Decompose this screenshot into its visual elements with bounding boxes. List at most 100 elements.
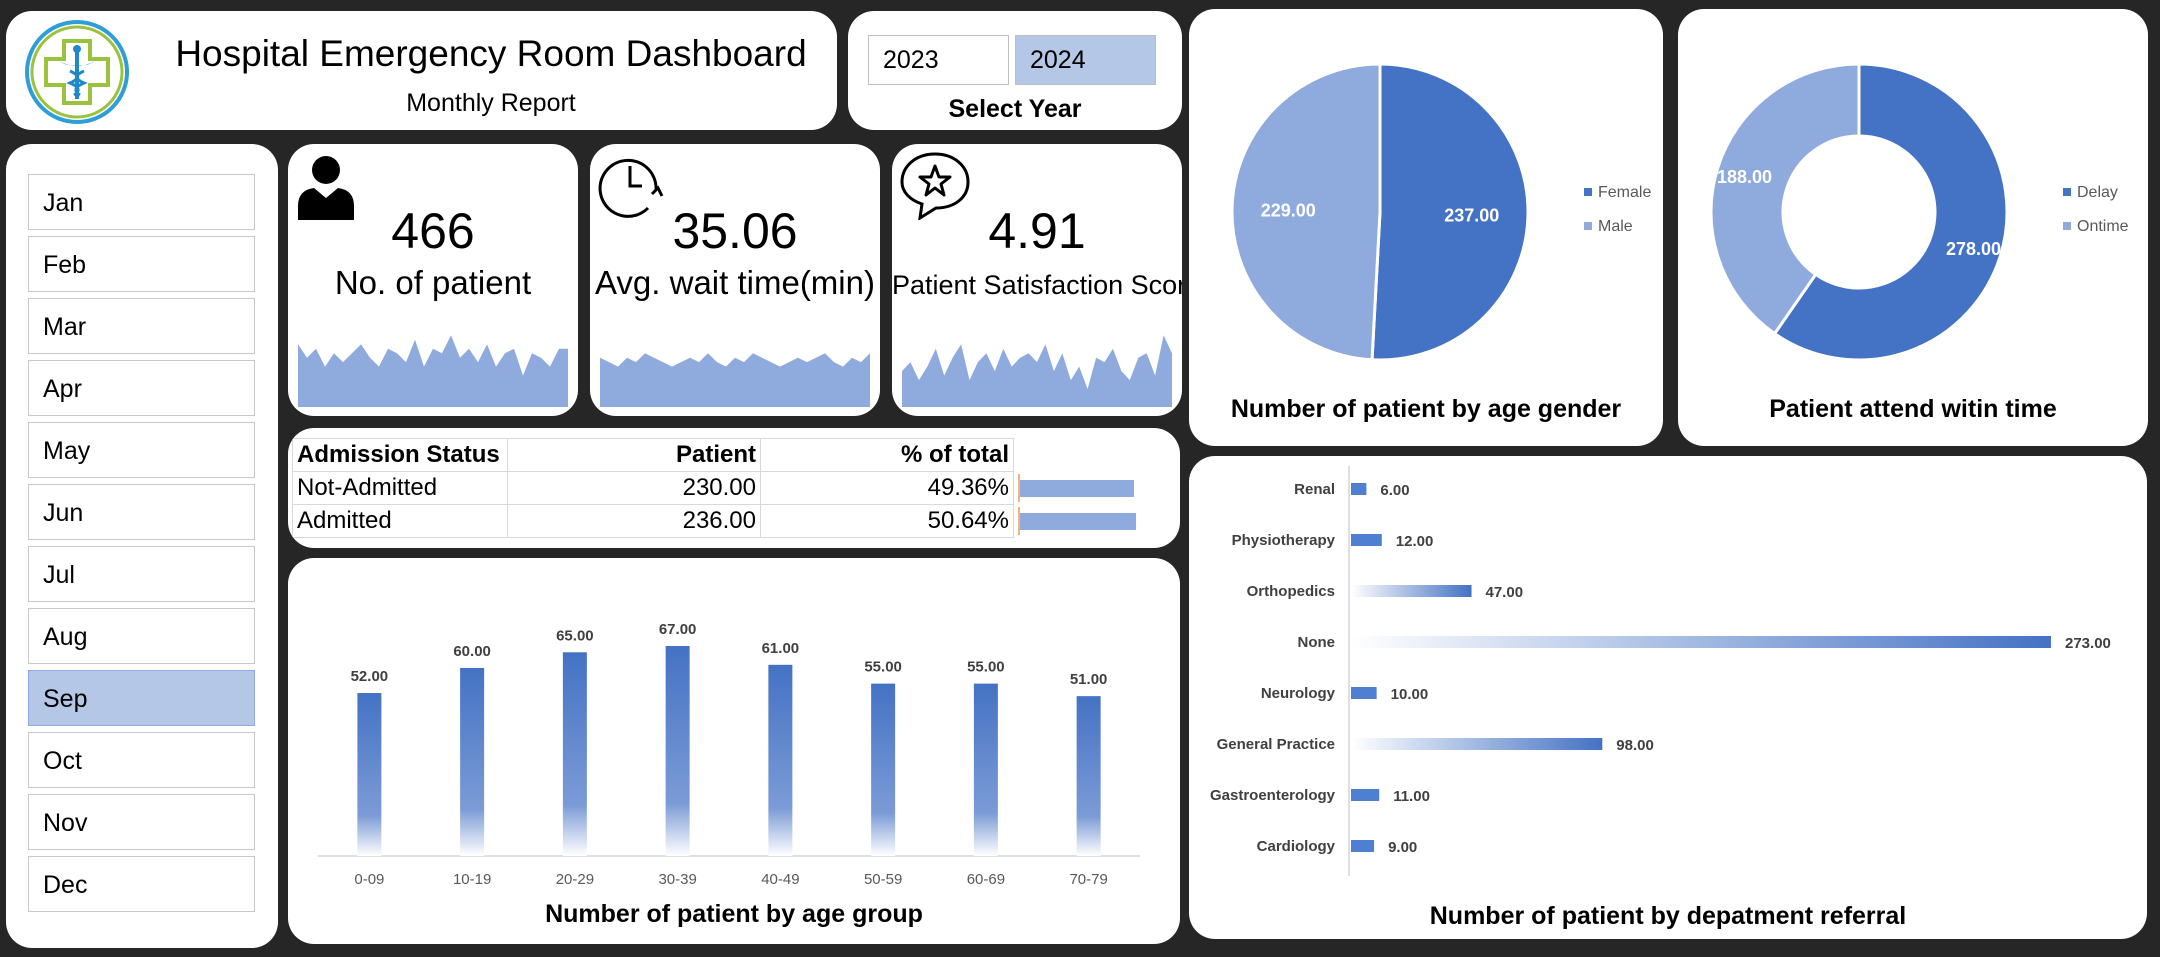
column-header-patient: Patient (507, 438, 761, 472)
department-tick-label: Cardiology (1257, 838, 1336, 855)
pie-slice-female (1370, 62, 1530, 362)
age-tick-label: 20-29 (556, 871, 594, 888)
pct-data-bar (1020, 479, 1134, 497)
legend-label: Male (1598, 218, 1633, 235)
department-bar (1351, 636, 2051, 648)
kpi-patients-card: 466 No. of patient (288, 144, 578, 416)
department-bar-label: 9.00 (1388, 839, 1417, 856)
row-status: Admitted (292, 504, 508, 538)
age-tick-label: 70-79 (1069, 871, 1107, 888)
pie-slice-ontime (1709, 62, 1861, 336)
month-may[interactable]: May (28, 422, 255, 478)
month-oct[interactable]: Oct (28, 732, 255, 788)
data-bar-axis (1018, 473, 1020, 502)
age-bar (460, 667, 485, 856)
year-option-2024[interactable]: 2024 (1015, 35, 1156, 85)
month-jul[interactable]: Jul (28, 546, 255, 602)
age-bar (768, 664, 793, 856)
wait-sparkline (600, 353, 870, 407)
age-tick-label: 50-59 (864, 871, 902, 888)
kpi-patients-value: 466 (391, 203, 475, 259)
month-dec[interactable]: Dec (28, 856, 255, 912)
department-bar (1351, 840, 1375, 852)
hospital-logo-icon (25, 20, 129, 124)
month-apr[interactable]: Apr (28, 360, 255, 416)
column-header-bar (1014, 439, 1143, 472)
row-patient: 236.00 (507, 504, 761, 538)
department-tick-label: Gastroenterology (1210, 787, 1336, 804)
age-bar-label: 61.00 (762, 640, 800, 657)
star-bubble-icon (900, 152, 970, 220)
age-bar-label: 67.00 (659, 621, 697, 638)
age-bar (973, 683, 998, 856)
department-bar (1351, 738, 1603, 750)
row-patient: 230.00 (507, 471, 761, 505)
age-bar-label: 51.00 (1070, 671, 1108, 688)
kpi-wait-label: Avg. wait time(min) (595, 264, 875, 301)
column-header-pct: % of total (760, 438, 1014, 472)
title-card: Hospital Emergency Room Dashboard Monthl… (6, 11, 837, 130)
age-bar (1076, 696, 1101, 856)
department-bar-chart: 6.00 Renal 12.00 Physiotherapy 47.00 Orthoped… (1210, 466, 2111, 876)
legend-label: Ontime (2077, 218, 2129, 235)
month-aug[interactable]: Aug (28, 608, 255, 664)
admission-table-card: Admission Status Patient % of total Not-… (288, 428, 1180, 548)
table-row: Not-Admitted 230.00 49.36% (292, 471, 1143, 505)
department-bar-label: 47.00 (1486, 584, 1524, 601)
age-tick-label: 10-19 (453, 871, 491, 888)
pie-data-label: 229.00 (1261, 201, 1316, 221)
age-group-chart-title: Number of patient by age group (545, 900, 923, 928)
department-bar-label: 98.00 (1616, 737, 1654, 754)
department-bar-label: 6.00 (1380, 482, 1409, 499)
pie-slice-male (1230, 62, 1382, 362)
month-jan[interactable]: Jan (28, 174, 255, 230)
department-tick-label: Neurology (1261, 685, 1336, 702)
sparkline-area (600, 353, 870, 407)
age-tick-label: 60-69 (967, 871, 1005, 888)
data-bar-axis (1018, 506, 1020, 535)
age-group-chart-card: 52.00 0-09 60.00 10-19 65.00 20-29 67.00 30-39 6… (288, 558, 1180, 944)
gender-pie-chart: 237.00 229.00 Female Male (1230, 62, 1651, 362)
month-jun[interactable]: Jun (28, 484, 255, 540)
admission-table: Admission Status Patient % of total Not-… (292, 438, 1143, 538)
age-bar-label: 55.00 (967, 659, 1005, 676)
row-pct: 50.64% (760, 504, 1014, 538)
person-icon (298, 156, 354, 220)
department-tick-label: Renal (1294, 481, 1335, 498)
year-selector: 2023 2024 Select Year (848, 11, 1182, 130)
department-bar-label: 11.00 (1393, 788, 1430, 805)
kpi-wait-card: 35.06 Avg. wait time(min) (590, 144, 880, 416)
age-group-chart: 52.00 0-09 60.00 10-19 65.00 20-29 67.00 30-39 6… (318, 621, 1140, 888)
age-bar-label: 52.00 (351, 668, 389, 685)
age-bar-label: 65.00 (556, 627, 594, 644)
kpi-satisfaction-value: 4.91 (988, 203, 1086, 259)
department-bar-label: 12.00 (1396, 533, 1434, 550)
department-bar-label: 273.00 (2065, 635, 2111, 652)
kpi-satisfaction-label: Patient Satisfaction Score (892, 270, 1182, 300)
kpi-satisfaction-card: 4.91 Patient Satisfaction Score (892, 144, 1182, 416)
gender-chart-card: 237.00 229.00 Female Male Number of patient… (1189, 9, 1663, 446)
legend-swatch (2063, 188, 2071, 196)
legend-swatch (2063, 222, 2071, 230)
table-header-row: Admission Status Patient % of total (292, 438, 1143, 472)
month-sep[interactable]: Sep (28, 670, 255, 726)
row-pct: 49.36% (760, 471, 1014, 505)
year-option-2023[interactable]: 2023 (868, 35, 1009, 85)
table-row: Admitted 236.00 50.64% (292, 504, 1143, 538)
month-nov[interactable]: Nov (28, 794, 255, 850)
department-tick-label: None (1298, 634, 1336, 651)
department-tick-label: Physiotherapy (1232, 532, 1336, 549)
sparkline-area (902, 335, 1172, 407)
age-bar (357, 693, 382, 856)
legend-label: Delay (2077, 184, 2118, 201)
legend-swatch (1584, 222, 1592, 230)
page-title: Hospital Emergency Room Dashboard (175, 33, 807, 74)
legend-swatch (1584, 188, 1592, 196)
age-tick-label: 0-09 (354, 871, 384, 888)
department-tick-label: Orthopedics (1247, 583, 1335, 600)
sparkline-area (298, 335, 568, 407)
department-bar (1351, 534, 1382, 546)
month-feb[interactable]: Feb (28, 236, 255, 292)
patients-sparkline (298, 335, 568, 407)
month-mar[interactable]: Mar (28, 298, 255, 354)
